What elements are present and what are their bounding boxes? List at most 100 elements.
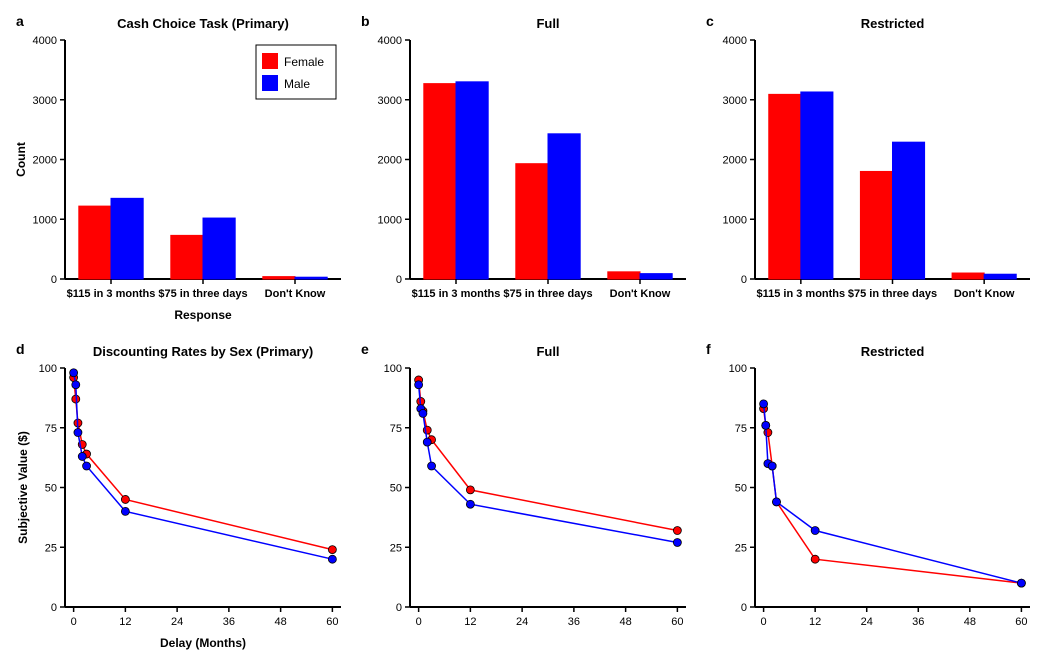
panel-f: 025507510001224364860fRestricted bbox=[700, 338, 1040, 662]
x-tick-label: Don't Know bbox=[610, 288, 671, 300]
legend-swatch bbox=[262, 53, 278, 69]
x-tick-label: 24 bbox=[171, 616, 183, 628]
x-tick-label: 36 bbox=[912, 616, 924, 628]
panel-title: Full bbox=[536, 344, 559, 359]
marker-male bbox=[72, 381, 80, 389]
y-tick-label: 1000 bbox=[378, 214, 402, 226]
panel-label: d bbox=[16, 341, 25, 357]
x-tick-label: 48 bbox=[964, 616, 976, 628]
x-tick-label: 24 bbox=[516, 616, 528, 628]
y-axis-label: Count bbox=[14, 142, 28, 177]
x-tick-label: $115 in 3 months bbox=[67, 288, 156, 300]
marker-male bbox=[121, 507, 129, 515]
y-tick-label: 2000 bbox=[723, 155, 747, 167]
y-tick-label: 0 bbox=[51, 602, 57, 614]
x-tick-label: 60 bbox=[1015, 616, 1027, 628]
bar-female bbox=[860, 171, 892, 279]
y-tick-label: 75 bbox=[390, 423, 402, 435]
bar-male bbox=[801, 92, 833, 279]
y-tick-label: 50 bbox=[45, 483, 57, 495]
bar-male bbox=[893, 142, 925, 279]
marker-female bbox=[811, 555, 819, 563]
marker-male bbox=[74, 429, 82, 437]
x-tick-label: 12 bbox=[809, 616, 821, 628]
bar-female bbox=[79, 206, 111, 279]
y-tick-label: 25 bbox=[390, 542, 402, 554]
marker-female bbox=[764, 429, 772, 437]
marker-female bbox=[466, 486, 474, 494]
bar-female bbox=[263, 277, 295, 279]
marker-male bbox=[419, 409, 427, 417]
panel-b: 01000200030004000$115 in 3 months$75 in … bbox=[355, 10, 696, 334]
y-tick-label: 0 bbox=[51, 274, 57, 286]
legend-label: Male bbox=[284, 77, 310, 91]
marker-female bbox=[673, 527, 681, 535]
marker-male bbox=[328, 555, 336, 563]
line-female bbox=[419, 380, 678, 531]
y-tick-label: 0 bbox=[741, 602, 747, 614]
panel-title: Restricted bbox=[861, 16, 925, 31]
x-tick-label: 60 bbox=[326, 616, 338, 628]
line-male bbox=[764, 404, 1022, 583]
bar-male bbox=[548, 134, 580, 279]
bar-female bbox=[424, 84, 456, 279]
y-tick-label: 4000 bbox=[33, 35, 57, 47]
x-tick-label: 48 bbox=[275, 616, 287, 628]
bar-male bbox=[295, 277, 327, 279]
bar-male bbox=[111, 198, 143, 279]
panel-label: f bbox=[706, 341, 711, 357]
y-tick-label: 0 bbox=[396, 602, 402, 614]
panel-d: 025507510001224364860Delay (Months)Subje… bbox=[10, 338, 351, 662]
marker-male bbox=[466, 500, 474, 508]
y-tick-label: 3000 bbox=[378, 95, 402, 107]
bar-female bbox=[769, 94, 801, 279]
x-tick-label: 12 bbox=[119, 616, 131, 628]
panel-label: c bbox=[706, 13, 714, 29]
x-tick-label: 24 bbox=[861, 616, 873, 628]
y-tick-label: 100 bbox=[39, 363, 57, 375]
line-female bbox=[764, 409, 1022, 583]
y-tick-label: 1000 bbox=[723, 214, 747, 226]
panel-title: Discounting Rates by Sex (Primary) bbox=[93, 344, 313, 359]
panel-label: b bbox=[361, 13, 370, 29]
bar-female bbox=[516, 164, 548, 279]
bar-male bbox=[203, 218, 235, 279]
y-tick-label: 50 bbox=[390, 483, 402, 495]
x-tick-label: 36 bbox=[223, 616, 235, 628]
y-tick-label: 4000 bbox=[378, 35, 402, 47]
line-male bbox=[419, 385, 678, 543]
panel-title: Full bbox=[536, 16, 559, 31]
y-tick-label: 2000 bbox=[33, 155, 57, 167]
marker-female bbox=[328, 546, 336, 554]
y-axis-label: Subjective Value ($) bbox=[16, 431, 30, 544]
x-tick-label: 36 bbox=[568, 616, 580, 628]
marker-male bbox=[811, 527, 819, 535]
y-tick-label: 75 bbox=[735, 423, 747, 435]
x-tick-label: $75 in three days bbox=[158, 288, 247, 300]
x-tick-label: Don't Know bbox=[954, 288, 1015, 300]
x-tick-label: 48 bbox=[620, 616, 632, 628]
marker-male bbox=[1017, 579, 1025, 587]
y-tick-label: 75 bbox=[45, 423, 57, 435]
legend: FemaleMale bbox=[256, 45, 336, 99]
marker-male bbox=[70, 369, 78, 377]
panel-title: Restricted bbox=[861, 344, 925, 359]
x-tick-label: 0 bbox=[761, 616, 767, 628]
marker-male bbox=[772, 498, 780, 506]
y-tick-label: 100 bbox=[384, 363, 402, 375]
legend-swatch bbox=[262, 75, 278, 91]
marker-male bbox=[415, 381, 423, 389]
y-tick-label: 50 bbox=[735, 483, 747, 495]
marker-male bbox=[83, 462, 91, 470]
x-tick-label: $75 in three days bbox=[848, 288, 937, 300]
x-tick-label: 60 bbox=[671, 616, 683, 628]
y-tick-label: 0 bbox=[396, 274, 402, 286]
y-tick-label: 0 bbox=[741, 274, 747, 286]
marker-male bbox=[673, 538, 681, 546]
y-tick-label: 2000 bbox=[378, 155, 402, 167]
marker-male bbox=[762, 421, 770, 429]
marker-male bbox=[423, 438, 431, 446]
x-tick-label: 12 bbox=[464, 616, 476, 628]
x-axis-label: Response bbox=[174, 308, 232, 322]
bar-male bbox=[984, 274, 1016, 279]
